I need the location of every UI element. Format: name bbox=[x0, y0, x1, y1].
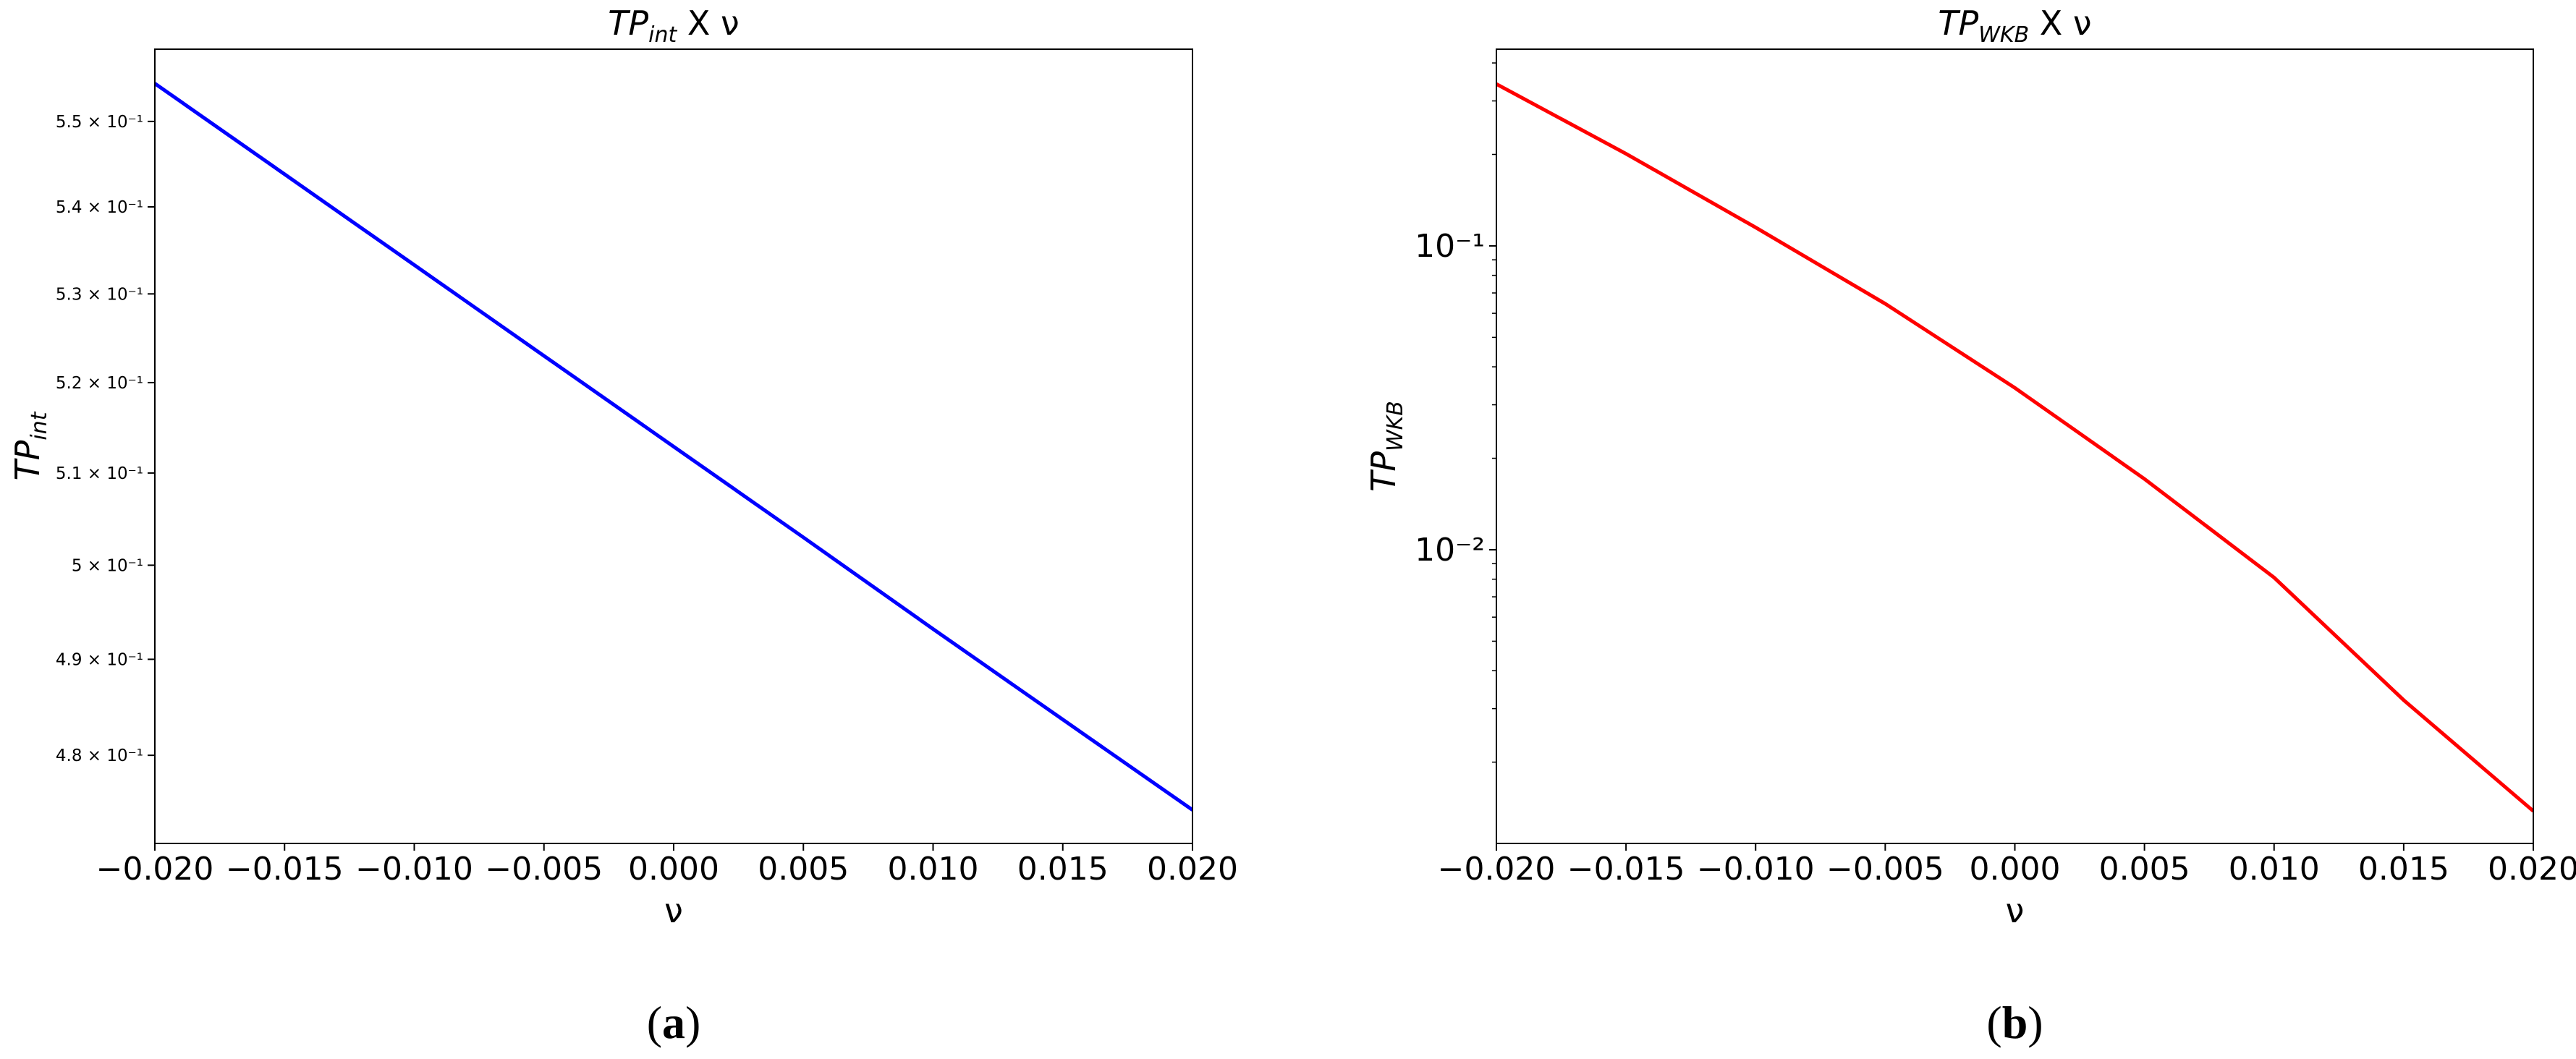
caption: (b) bbox=[1986, 997, 2043, 1048]
y-tick-label: 5.1 × 10⁻¹ bbox=[56, 464, 143, 483]
x-tick-label: 0.000 bbox=[1970, 851, 2061, 888]
caption-part: ( bbox=[647, 997, 662, 1048]
y-tick-label: 10⁻² bbox=[1415, 532, 1485, 569]
title-subscript: WKB bbox=[1978, 22, 2029, 48]
x-tick-label: −0.005 bbox=[1826, 851, 1944, 888]
title-part: TP bbox=[608, 4, 648, 43]
title-subscript: int bbox=[648, 22, 677, 48]
title-part: TP bbox=[1938, 4, 1978, 43]
y-tick-label: 4.9 × 10⁻¹ bbox=[56, 650, 143, 669]
x-axis-label: ν bbox=[2006, 891, 2025, 930]
x-tick-label: 0.005 bbox=[2099, 851, 2190, 888]
x-tick-label: 0.010 bbox=[888, 851, 979, 888]
x-tick-label: −0.015 bbox=[1567, 851, 1685, 888]
y-tick-label: 5.4 × 10⁻¹ bbox=[56, 198, 143, 217]
x-tick-label: 0.020 bbox=[2488, 851, 2576, 888]
data-line bbox=[1496, 82, 2533, 813]
x-tick-label: −0.020 bbox=[1438, 851, 1556, 888]
title-part: X ν bbox=[2029, 4, 2091, 43]
label-subscript: int bbox=[27, 411, 52, 440]
plot-frame bbox=[154, 48, 1193, 844]
x-tick-label: 0.000 bbox=[628, 851, 719, 888]
y-tick-label: 10⁻¹ bbox=[1415, 228, 1485, 265]
caption-part: ( bbox=[1986, 997, 2001, 1048]
x-tick-label: 0.005 bbox=[758, 851, 849, 888]
x-tick-label: 0.015 bbox=[1017, 851, 1109, 888]
caption: (a) bbox=[647, 997, 701, 1048]
y-axis-label: TPWKB bbox=[1364, 401, 1408, 492]
chart-title: TPint X ν bbox=[608, 4, 739, 48]
x-axis-label: ν bbox=[664, 891, 683, 930]
y-tick-label: 5.5 × 10⁻¹ bbox=[56, 113, 143, 132]
x-tick-label: 0.010 bbox=[2229, 851, 2320, 888]
y-tick-label: 4.8 × 10⁻¹ bbox=[56, 747, 143, 765]
title-part: X ν bbox=[677, 4, 739, 43]
y-tick-label: 5.3 × 10⁻¹ bbox=[56, 285, 143, 304]
plot-frame bbox=[1496, 48, 2534, 844]
y-tick-label: 5.2 × 10⁻¹ bbox=[56, 374, 143, 393]
y-axis-label: TPint bbox=[8, 411, 52, 480]
caption-part: a bbox=[662, 997, 685, 1048]
label-subscript: WKB bbox=[1383, 401, 1408, 451]
x-tick-label: −0.010 bbox=[355, 851, 473, 888]
x-tick-label: −0.015 bbox=[226, 851, 344, 888]
caption-part: ) bbox=[2028, 997, 2043, 1048]
data-line bbox=[155, 82, 1192, 812]
x-tick-label: −0.010 bbox=[1697, 851, 1815, 888]
caption-part: ) bbox=[685, 997, 700, 1048]
label-part: TP bbox=[1364, 451, 1403, 492]
y-tick-label: 5 × 10⁻¹ bbox=[72, 556, 143, 575]
label-part: TP bbox=[8, 440, 47, 480]
caption-part: b bbox=[2002, 997, 2028, 1048]
x-tick-label: −0.020 bbox=[96, 851, 214, 888]
chart-title: TPWKB X ν bbox=[1938, 4, 2091, 48]
x-tick-label: −0.005 bbox=[485, 851, 603, 888]
x-tick-label: 0.015 bbox=[2358, 851, 2449, 888]
x-tick-label: 0.020 bbox=[1147, 851, 1238, 888]
